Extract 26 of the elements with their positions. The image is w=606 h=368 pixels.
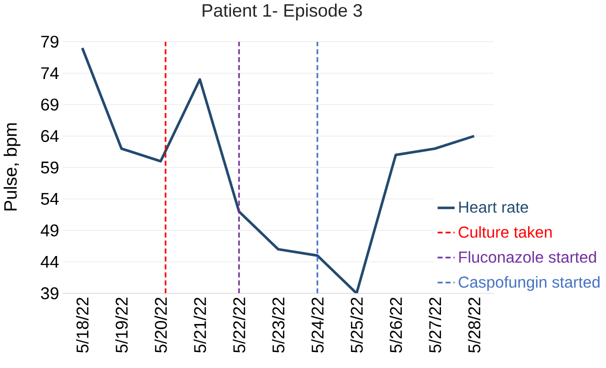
x-tick-label: 5/26/22 [390,298,402,353]
ref-line-label: Culture taken [458,226,552,238]
y-tick-label: 79 [41,36,58,48]
x-tick-label: 5/20/22 [154,298,167,353]
x-tick-label: 5/18/22 [76,298,89,353]
y-tick-label: 69 [41,98,58,111]
x-tick-label: 5/27/22 [428,298,442,353]
ref-line-label: Fluconazole started [459,251,596,263]
y-tick-label: 59 [41,162,58,174]
y-tick-label: 49 [40,224,58,236]
x-tick-label: 5/23/22 [272,298,284,353]
x-tick-label: 5/22/22 [232,298,246,353]
y-tick-label: 54 [41,193,59,205]
x-tick-label: 5/24/22 [311,298,324,353]
y-tick-label: 74 [41,67,59,79]
x-tick-label: 5/25/22 [350,298,363,353]
y-tick-label: 44 [40,256,59,268]
x-tick-label: 5/19/22 [115,298,128,353]
x-tick-label: 5/28/22 [468,298,480,353]
ref-line-label: Caspofungin started [458,276,600,291]
x-tick-label: 5/21/22 [194,298,206,353]
y-axis-title: Pulse, bpm [4,123,20,210]
chart-title: Patient 1- Episode 3 [202,4,362,20]
y-tick-label: 39 [40,287,58,300]
legend-label: Heart rate [459,202,528,213]
y-tick-label: 64 [41,130,59,142]
